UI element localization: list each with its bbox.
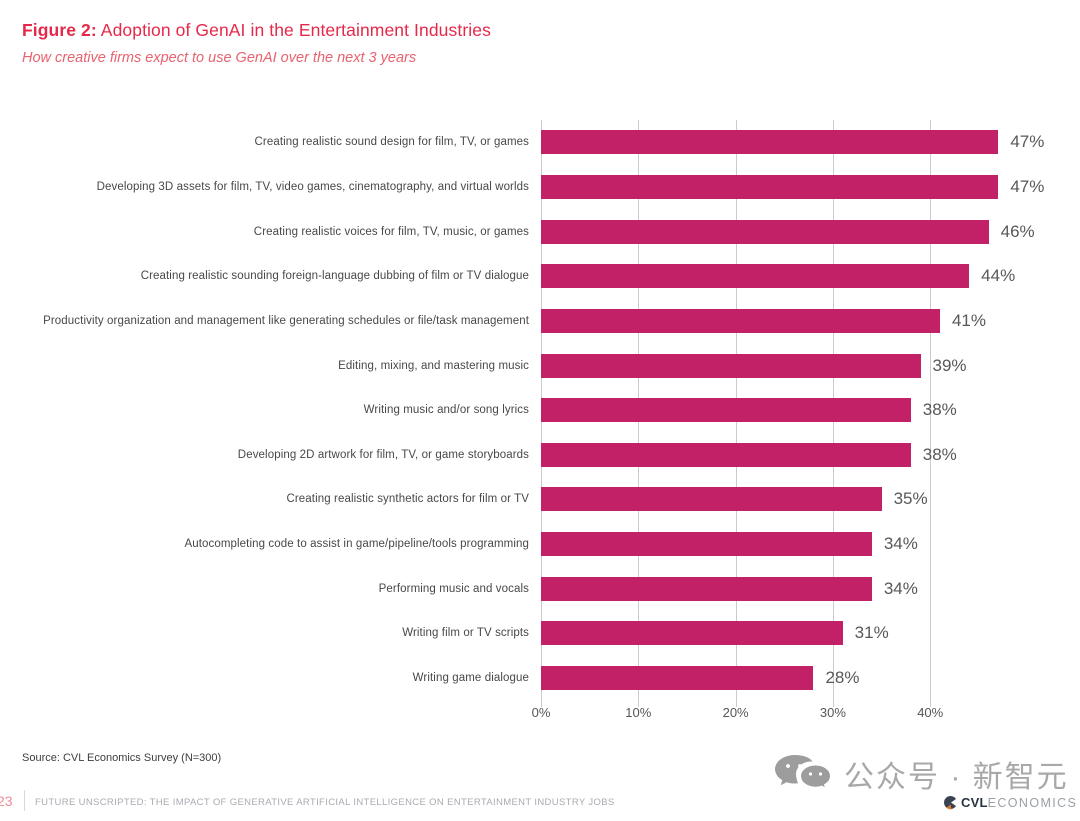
chart-row: Developing 2D artwork for film, TV, or g…	[0, 432, 1080, 477]
bar-cell: 31%	[541, 611, 1080, 656]
bar	[541, 665, 814, 690]
x-tick-label: 0%	[531, 705, 551, 720]
chart-row: Productivity organization and management…	[0, 299, 1080, 344]
value-label: 39%	[932, 355, 967, 375]
chart-row: Creating realistic sound design for film…	[0, 120, 1080, 165]
value-label: 46%	[1000, 221, 1035, 241]
chart-row: Creating realistic sounding foreign-lang…	[0, 254, 1080, 299]
bar-cell: 47%	[541, 120, 1080, 165]
bar-cell: 28%	[541, 656, 1080, 701]
footer-report-title: FUTURE UNSCRIPTED: THE IMPACT OF GENERAT…	[35, 797, 615, 808]
source-note: Source: CVL Economics Survey (N=300)	[22, 752, 222, 764]
brand-name-bold: CVL	[961, 795, 988, 810]
figure-header: Figure 2: Adoption of GenAI in the Enter…	[22, 20, 491, 66]
chart-row: Creating realistic synthetic actors for …	[0, 477, 1080, 522]
bar	[541, 174, 999, 199]
footer-divider	[24, 790, 25, 811]
x-tick-label: 40%	[917, 705, 944, 720]
category-label: Writing film or TV scripts	[402, 627, 529, 640]
bar	[541, 621, 843, 646]
bar	[541, 532, 872, 557]
bar-cell: 34%	[541, 522, 1080, 567]
bar-cell: 38%	[541, 432, 1080, 477]
category-label: Creating realistic synthetic actors for …	[286, 493, 529, 506]
category-label: Creating realistic sounding foreign-lang…	[140, 270, 529, 283]
bar-cell: 41%	[541, 299, 1080, 344]
bar	[541, 398, 911, 423]
value-label: 41%	[951, 310, 986, 330]
value-label: 38%	[922, 444, 957, 464]
value-label: 31%	[854, 623, 889, 643]
bar-cell: 34%	[541, 566, 1080, 611]
bar	[541, 264, 970, 289]
bar-cell: 44%	[541, 254, 1080, 299]
page-number: 23	[0, 793, 13, 809]
chart-row: Autocompleting code to assist in game/pi…	[0, 522, 1080, 567]
value-label: 47%	[1010, 132, 1045, 152]
figure-number: Figure 2:	[22, 20, 97, 40]
chart-rows: Creating realistic sound design for film…	[0, 120, 1080, 700]
category-label: Editing, mixing, and mastering music	[338, 359, 529, 372]
category-label: Creating realistic sound design for film…	[254, 136, 529, 149]
watermark-text: 公众号 · 新智元	[844, 761, 1069, 794]
bar	[541, 219, 989, 244]
category-label: Writing game dialogue	[412, 672, 529, 684]
chart-row: Writing game dialogue 28%	[0, 656, 1080, 701]
chart-row: Developing 3D assets for film, TV, video…	[0, 165, 1080, 210]
figure-subtitle: How creative firms expect to use GenAI o…	[22, 50, 417, 66]
value-label: 47%	[1010, 176, 1045, 196]
category-label: Creating realistic voices for film, TV, …	[253, 225, 529, 238]
chart-row: Editing, mixing, and mastering music 39%	[0, 343, 1080, 388]
bar-cell: 35%	[541, 477, 1080, 522]
bar	[541, 442, 911, 467]
category-label: Performing music and vocals	[378, 582, 529, 595]
value-label: 28%	[825, 667, 860, 687]
gridline	[930, 120, 932, 707]
brand-logo: CVL ECONOMICS	[943, 795, 1077, 810]
cvl-logo-icon	[944, 796, 956, 810]
x-tick-label: 20%	[722, 705, 749, 720]
wechat-icon	[775, 755, 832, 792]
bar	[541, 308, 940, 333]
bar-cell: 38%	[541, 388, 1080, 433]
category-label: Autocompleting code to assist in game/pi…	[184, 538, 529, 551]
bar-cell: 39%	[541, 343, 1080, 388]
figure-title: Figure 2: Adoption of GenAI in the Enter…	[22, 20, 491, 41]
bar-cell: 47%	[541, 165, 1080, 210]
bar	[541, 130, 999, 155]
bar-chart: 0% 10% 20% 30% 40% Creating realistic sound …	[0, 120, 1080, 720]
brand-name-light: ECONOMICS	[987, 795, 1078, 810]
bar	[541, 576, 872, 601]
figure-title-text: Adoption of GenAI in the Entertainment I…	[96, 20, 491, 40]
category-label: Writing music and/or song lyrics	[363, 404, 529, 417]
value-label: 34%	[883, 534, 918, 554]
value-label: 35%	[893, 489, 928, 509]
bar	[541, 353, 921, 378]
chart-row: Performing music and vocals 34%	[0, 566, 1080, 611]
category-label: Developing 3D assets for film, TV, video…	[96, 180, 529, 193]
value-label: 34%	[883, 578, 918, 598]
wechat-watermark: 公众号 · 新智元	[774, 752, 1069, 796]
chart-row: Writing film or TV scripts 31%	[0, 611, 1080, 656]
bar	[541, 487, 882, 512]
category-label: Productivity organization and management…	[43, 314, 529, 327]
chart-row: Writing music and/or song lyrics 38%	[0, 388, 1080, 433]
bar-cell: 46%	[541, 209, 1080, 254]
category-label: Developing 2D artwork for film, TV, or g…	[237, 448, 529, 461]
x-tick-label: 30%	[819, 705, 846, 720]
value-label: 44%	[981, 266, 1016, 286]
x-tick-label: 10%	[625, 705, 652, 720]
chart-row: Creating realistic voices for film, TV, …	[0, 209, 1080, 254]
value-label: 38%	[922, 400, 957, 420]
